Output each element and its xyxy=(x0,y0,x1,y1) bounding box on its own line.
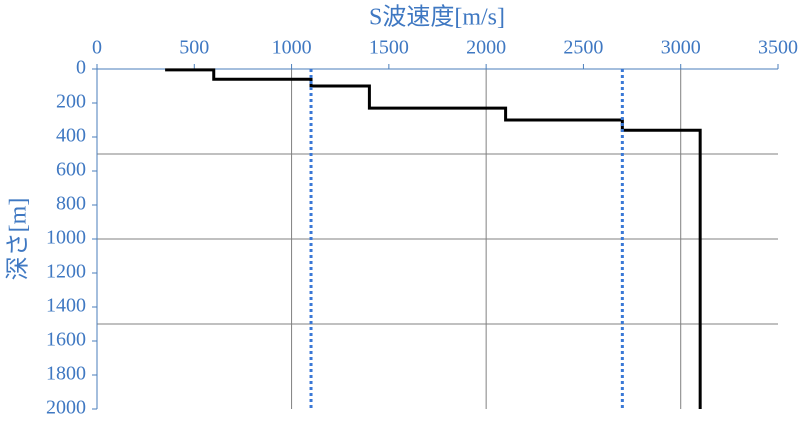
x-tick-label: 0 xyxy=(92,37,102,59)
x-tick-label: 2500 xyxy=(563,37,603,59)
y-tick-label: 800 xyxy=(56,193,86,215)
x-tick-label: 1000 xyxy=(272,37,312,59)
x-tick-label: 500 xyxy=(179,37,209,59)
y-tick-label: 0 xyxy=(76,57,86,79)
y-tick-label: 2000 xyxy=(46,397,86,419)
x-axis-title: S波速度[m/s] xyxy=(369,4,505,31)
x-tick-label: 1500 xyxy=(369,37,409,59)
y-axis-title: 深さ[m] xyxy=(5,198,32,281)
y-tick-label: 1600 xyxy=(46,329,86,351)
y-tick-label: 1200 xyxy=(46,261,86,283)
y-tick-label: 1000 xyxy=(46,227,86,249)
x-tick-label: 3000 xyxy=(661,37,701,59)
x-tick-label: 2000 xyxy=(466,37,506,59)
y-tick-label: 200 xyxy=(56,91,86,113)
y-tick-label: 1400 xyxy=(46,295,86,317)
y-tick-label: 400 xyxy=(56,125,86,147)
y-tick-label: 1800 xyxy=(46,363,86,385)
y-tick-label: 600 xyxy=(56,159,86,181)
x-tick-label: 3500 xyxy=(758,37,798,59)
